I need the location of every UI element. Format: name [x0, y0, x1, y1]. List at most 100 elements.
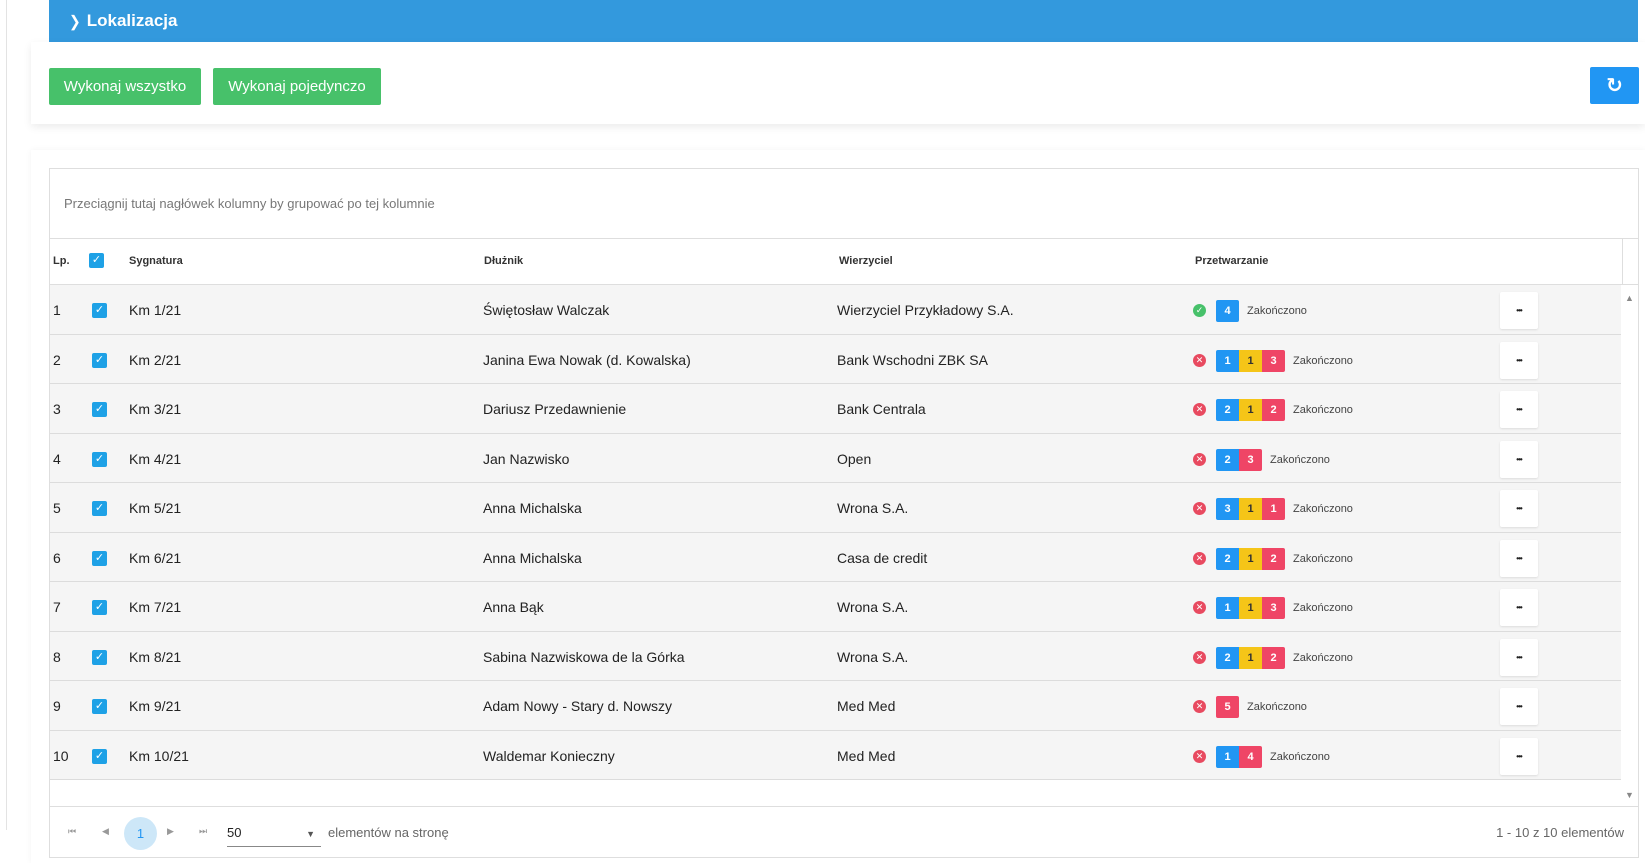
count-badge-blue: 1 [1216, 745, 1239, 768]
row-actions-button[interactable]: ••• [1500, 737, 1538, 775]
row-actions-button[interactable]: ••• [1500, 490, 1538, 527]
more-icon: ••• [1516, 652, 1522, 662]
more-icon: ••• [1516, 504, 1522, 513]
status-text: Zakończono [1293, 404, 1353, 416]
table-row[interactable]: 3 ✓ Km 3/21 Dariusz Przedawnienie Bank Centr… [50, 384, 1621, 434]
row-actions-button[interactable]: ••• [1500, 391, 1538, 428]
row-checkbox[interactable]: ✓ [92, 451, 107, 467]
cell-sygnatura: Km 8/21 [129, 648, 182, 665]
count-badge-blue: 4 [1216, 300, 1239, 322]
more-icon: ••• [1516, 454, 1522, 464]
count-badge-blue: 2 [1216, 547, 1239, 570]
cell-dluznik: Adam Nowy - Stary d. Nowszy [483, 698, 673, 714]
column-header-wierzyciel[interactable]: Wierzyciel [839, 255, 893, 267]
next-page-icon[interactable]: ▶ [167, 826, 174, 836]
cell-sygnatura: Km 1/21 [129, 302, 182, 318]
cell-lp: 3 [53, 401, 61, 417]
pager-info: 1 - 10 z 10 elementów [1496, 825, 1624, 840]
row-checkbox[interactable]: ✓ [92, 600, 107, 615]
table-row[interactable]: 6 ✓ Km 6/21 Anna Michalska Casa de credit ✕ 2 1… [50, 532, 1621, 582]
error-circle-icon: ✕ [1193, 403, 1206, 416]
execute-single-button[interactable]: Wykonaj pojedynczo [213, 68, 381, 105]
cell-lp: 2 [53, 351, 61, 368]
scroll-down-icon[interactable]: ▼ [1625, 790, 1634, 800]
cell-wierzyciel: Wrona S.A. [837, 599, 909, 615]
execute-all-button[interactable]: Wykonaj wszystko [49, 68, 201, 105]
count-badge-blue: 2 [1216, 399, 1239, 421]
error-circle-icon: ✕ [1193, 452, 1206, 466]
column-header-przetwarzanie[interactable]: Przetwarzanie [1195, 255, 1269, 267]
data-grid: Przeciągnij tutaj nagłówek kolumny by gr… [49, 168, 1639, 858]
table-row[interactable]: 1 ✓ Km 1/21 Świętosław Walczak Wierzyciel Pr… [50, 285, 1621, 335]
more-icon: ••• [1516, 306, 1522, 315]
count-badge-yellow: 1 [1239, 349, 1262, 372]
row-actions-button[interactable]: ••• [1500, 440, 1538, 478]
select-all-checkbox[interactable]: ✓ [89, 253, 104, 268]
first-page-icon[interactable]: ⏮ [68, 826, 77, 836]
row-checkbox[interactable]: ✓ [92, 303, 107, 318]
processing-badges: 2 3 Zakończono [1216, 448, 1330, 471]
error-circle-icon: ✕ [1193, 650, 1206, 664]
cell-dluznik: Janina Ewa Nowak (d. Kowalska) [483, 351, 691, 368]
row-actions-button[interactable]: ••• [1500, 638, 1538, 676]
table-row[interactable]: 9 ✓ Km 9/21 Adam Nowy - Stary d. Nowszy Med … [50, 681, 1621, 731]
row-checkbox[interactable]: ✓ [92, 501, 107, 516]
page-number-current[interactable]: 1 [124, 817, 157, 850]
status-text: Zakończono [1293, 602, 1353, 614]
row-checkbox[interactable]: ✓ [92, 352, 107, 368]
group-drop-zone[interactable]: Przeciągnij tutaj nagłówek kolumny by gr… [50, 169, 1638, 239]
column-header-dluznik[interactable]: Dłużnik [484, 255, 524, 267]
status-text: Zakończono [1247, 305, 1307, 317]
vertical-scrollbar[interactable]: ▲ ▼ [1621, 285, 1638, 806]
row-checkbox[interactable]: ✓ [92, 699, 107, 714]
row-checkbox[interactable]: ✓ [92, 649, 107, 665]
row-actions-button[interactable]: ••• [1500, 539, 1538, 577]
row-actions-button[interactable]: ••• [1500, 688, 1538, 725]
row-checkbox[interactable]: ✓ [92, 748, 107, 764]
table-header: Lp. ✓ Sygnatura Dłużnik Wierzyciel Przet… [50, 239, 1638, 285]
column-header-sygnatura[interactable]: Sygnatura [129, 255, 183, 267]
table-row[interactable]: 2 ✓ Km 2/21 Janina Ewa Nowak (d. Kowalska) B… [50, 334, 1621, 384]
status-text: Zakończono [1293, 503, 1353, 515]
cell-dluznik: Sabina Nazwiskowa de la Górka [483, 648, 685, 665]
page-size-value: 50 [227, 825, 242, 840]
refresh-button[interactable]: ↻ [1590, 67, 1639, 104]
table-row[interactable]: 10 ✓ Km 10/21 Waldemar Konieczny Med Med ✕ 1 4 Z… [50, 730, 1621, 780]
scroll-up-icon[interactable]: ▲ [1625, 293, 1634, 303]
count-badge-blue: 3 [1216, 498, 1239, 520]
cell-lp: 8 [53, 648, 61, 665]
cell-wierzyciel: Open [837, 450, 872, 467]
table-row[interactable]: 7 ✓ Km 7/21 Anna Bąk Wrona S.A. ✕ 1 1 3 Zakończon… [50, 582, 1621, 632]
cell-lp: 10 [53, 747, 69, 764]
cell-wierzyciel: Med Med [837, 698, 896, 714]
row-actions-button[interactable]: ••• [1500, 589, 1538, 626]
cell-sygnatura: Km 9/21 [129, 698, 182, 714]
prev-page-icon[interactable]: ◀ [102, 826, 109, 836]
count-badge-red: 4 [1239, 745, 1262, 768]
count-badge-yellow: 1 [1239, 498, 1262, 520]
row-actions-button[interactable]: ••• [1500, 292, 1538, 329]
column-header-lp[interactable]: Lp. [53, 255, 70, 267]
cell-lp: 9 [53, 698, 61, 714]
table-row[interactable]: 8 ✓ Km 8/21 Sabina Nazwiskowa de la Górka Wr… [50, 631, 1621, 681]
count-badge-red: 3 [1262, 597, 1285, 619]
count-badge-blue: 1 [1216, 597, 1239, 619]
section-header-lokalizacja[interactable]: ❯ Lokalizacja [49, 0, 1638, 42]
page-size-select[interactable]: 50 ▼ [227, 821, 321, 847]
error-circle-icon: ✕ [1193, 749, 1206, 763]
table-row[interactable]: 5 ✓ Km 5/21 Anna Michalska Wrona S.A. ✕ 3 1 1 Zak… [50, 483, 1621, 533]
row-checkbox[interactable]: ✓ [92, 550, 107, 566]
chevron-right-icon: ❯ [69, 11, 81, 30]
cell-dluznik: Jan Nazwisko [483, 450, 570, 467]
count-badge-yellow: 1 [1239, 547, 1262, 570]
last-page-icon[interactable]: ⏭ [199, 826, 208, 836]
header-scroll-gap [1622, 239, 1638, 285]
more-icon: ••• [1516, 603, 1522, 612]
count-badge-red: 5 [1216, 696, 1239, 718]
row-actions-button[interactable]: ••• [1500, 341, 1538, 379]
error-circle-icon: ✕ [1193, 502, 1206, 515]
cell-lp: 7 [53, 599, 61, 615]
row-checkbox[interactable]: ✓ [92, 402, 107, 417]
table-row[interactable]: 4 ✓ Km 4/21 Jan Nazwisko Open ✕ 2 3 Zakończono ••… [50, 433, 1621, 483]
cell-wierzyciel: Bank Wschodni ZBK SA [837, 351, 988, 368]
